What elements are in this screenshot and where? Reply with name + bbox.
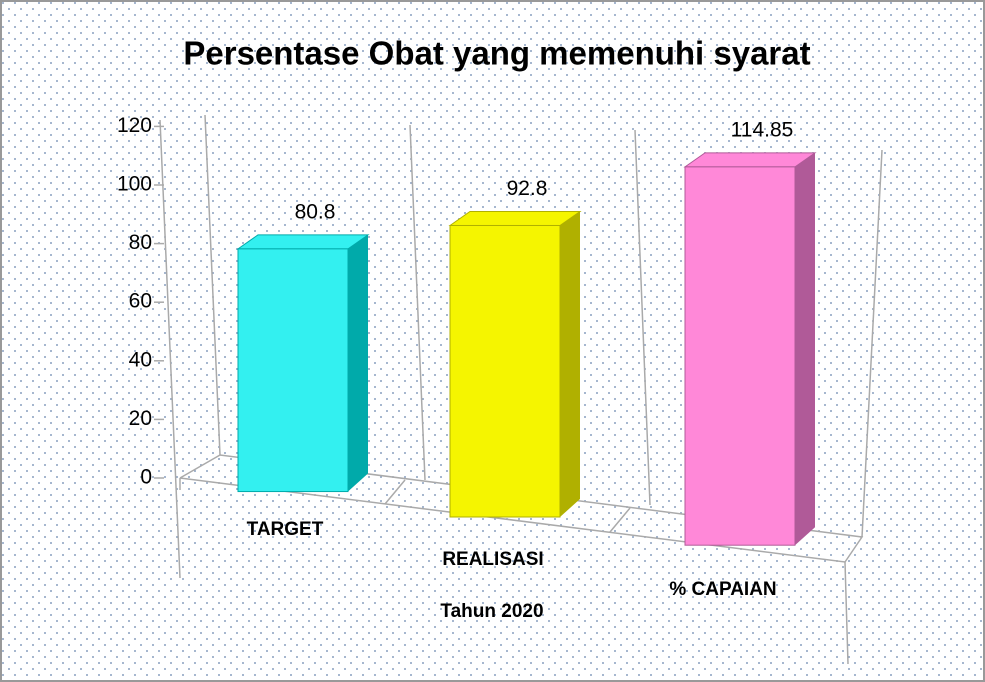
x-tick-label: % CAPAIAN — [669, 579, 776, 600]
y-tick-label: 100 — [117, 173, 152, 196]
bar — [237, 248, 349, 493]
y-tick-label: 0 — [140, 466, 152, 489]
y-tick-label: 120 — [117, 114, 152, 137]
bar-side — [348, 234, 368, 492]
y-tick-label: 80 — [129, 231, 152, 254]
bar-side — [560, 211, 580, 517]
data-label: 114.85 — [731, 118, 794, 141]
bar — [684, 166, 796, 546]
bar-top — [683, 152, 817, 168]
bar-side — [795, 152, 815, 546]
chart-title: Persentase Obat yang memenuhi syarat — [183, 35, 810, 72]
data-label: 92.8 — [507, 177, 548, 200]
bar-top — [236, 234, 370, 250]
x-tick-label: REALISASI — [442, 549, 543, 570]
x-axis-title: Tahun 2020 — [440, 601, 543, 622]
bar — [449, 224, 561, 518]
y-tick-label: 20 — [129, 407, 152, 430]
walls — [159, 114, 883, 665]
data-label: 80.8 — [295, 200, 336, 223]
y-tick-label: 60 — [129, 290, 152, 313]
bar-top — [448, 210, 582, 226]
y-tick-label: 40 — [129, 348, 152, 371]
x-tick-label: TARGET — [247, 519, 324, 540]
